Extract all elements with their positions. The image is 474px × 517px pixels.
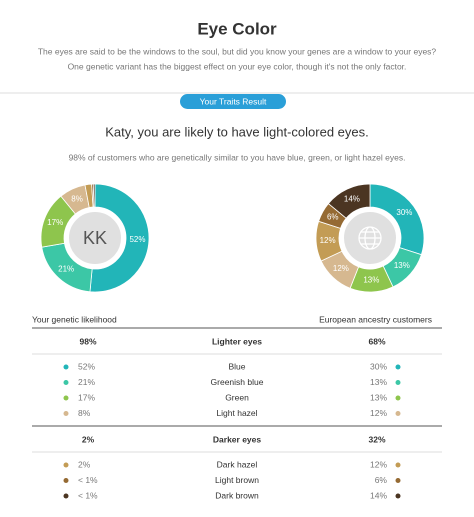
center-circle xyxy=(67,210,123,266)
color-dot xyxy=(395,493,401,499)
eye-color: Greenish blue xyxy=(211,377,264,387)
title: Eye Color xyxy=(197,19,277,38)
color-dot xyxy=(395,364,401,370)
color-dot xyxy=(63,395,69,401)
slice-label: 8% xyxy=(71,195,83,204)
group-name: Darker eyes xyxy=(213,434,261,444)
charts: 52% 21% 17% 8% KK 30% 13% 13% 12% 12% 6% 14% xyxy=(40,183,425,293)
left-pct: 8% xyxy=(78,408,91,418)
donut-slice xyxy=(92,183,96,208)
left-pct: < 1% xyxy=(78,475,98,485)
color-dot xyxy=(63,493,69,499)
color-dot xyxy=(395,380,401,385)
slice-label: 30% xyxy=(396,208,412,217)
right-pct: 13% xyxy=(370,377,387,387)
slice-label: 14% xyxy=(344,195,360,204)
color-dot xyxy=(395,462,401,468)
right-pct: 12% xyxy=(370,459,387,469)
color-dot xyxy=(63,380,69,385)
right-pct: 14% xyxy=(370,490,387,500)
eye-color: Blue xyxy=(228,361,245,371)
color-dot xyxy=(63,364,69,370)
color-dot xyxy=(395,395,401,401)
color-dot xyxy=(395,478,401,483)
left-pct: < 1% xyxy=(78,490,98,500)
slice-label: 6% xyxy=(327,213,339,222)
eye-color: Green xyxy=(225,392,249,402)
slice-label: 21% xyxy=(58,264,74,273)
center-label: KK xyxy=(83,228,107,248)
eye-color: Dark brown xyxy=(215,490,259,500)
result-tab[interactable] xyxy=(180,94,286,109)
subheadline: 98% of customers who are genetically sim… xyxy=(69,152,406,162)
description: One genetic variant has the biggest effe… xyxy=(68,61,407,71)
left-pct: 52% xyxy=(78,361,95,371)
table: 98% Lighter eyes 68% 52% Blue 30% 21% Greenish … xyxy=(32,327,442,500)
group-right: 32% xyxy=(368,434,385,444)
left-pct: 2% xyxy=(78,459,91,469)
globe-icon xyxy=(358,226,382,250)
color-dot xyxy=(63,478,69,483)
result-tab-label[interactable]: Your Traits Result xyxy=(200,96,267,106)
left-pct: 17% xyxy=(78,392,95,402)
group-name: Lighter eyes xyxy=(212,336,262,346)
group-left: 98% xyxy=(79,336,96,346)
color-dot xyxy=(63,462,69,468)
description: The eyes are said to be the windows to t… xyxy=(38,46,437,56)
color-dot xyxy=(63,411,69,416)
donut-slice xyxy=(327,183,371,219)
eye-color: Dark hazel xyxy=(217,459,258,469)
left-pct: 21% xyxy=(78,377,95,387)
slice-label: 13% xyxy=(394,261,410,270)
slice-label: 12% xyxy=(320,236,336,245)
slice-label: 12% xyxy=(333,264,349,273)
group-right: 68% xyxy=(368,336,385,346)
slice-label: 17% xyxy=(47,218,63,227)
right-pct: 13% xyxy=(370,392,387,402)
eye-color: Light hazel xyxy=(216,408,257,418)
right-pct: 12% xyxy=(370,408,387,418)
right-pct: 30% xyxy=(370,361,387,371)
slice-label: 52% xyxy=(129,235,145,244)
color-dot xyxy=(395,411,401,416)
group-left: 2% xyxy=(82,434,95,444)
column-header: Your genetic likelihood xyxy=(32,314,117,324)
right-pct: 6% xyxy=(375,475,388,485)
slice-label: 13% xyxy=(363,276,379,285)
eye-color: Light brown xyxy=(215,475,259,485)
donut-slice xyxy=(89,183,150,293)
column-header: European ancestry customers xyxy=(319,314,432,324)
headline: Katy, you are likely to have light-color… xyxy=(105,124,369,139)
